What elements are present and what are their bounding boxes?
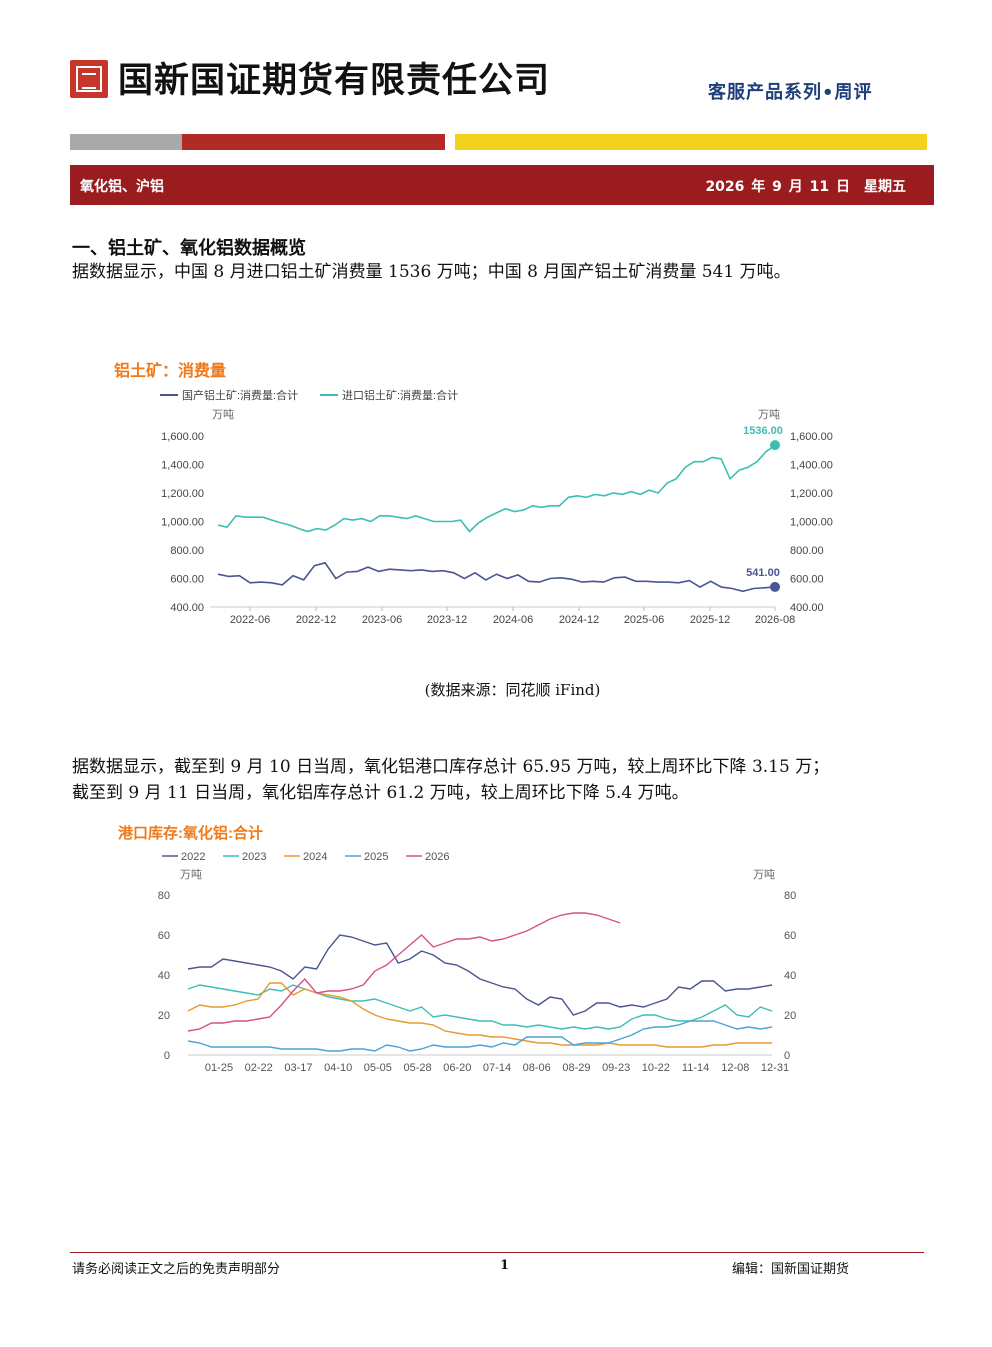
title-band: 氧化铝、沪铝 2026 年 9 月 11 日 星期五 <box>70 165 934 205</box>
chart1-end-label-1: 1536.00 <box>743 425 783 437</box>
chart2-ytick-right: 40 <box>784 970 796 982</box>
paragraph-alumina-line1: 据数据显示，截至到 9 月 10 日当周，氧化铝港口库存总计 65.95 万吨，… <box>72 757 830 777</box>
source-caption: (数据来源：同花顺 iFind) <box>424 681 601 699</box>
chart2-xtick: 07-14 <box>483 1062 511 1074</box>
chart2-series-line-2023 <box>187 984 773 1030</box>
chart1-end-marker-1 <box>770 440 780 451</box>
company-logo <box>70 60 108 98</box>
chart2-ytick-right: 60 <box>784 930 796 942</box>
alumina-port-inventory-chart: 港口库存:氧化铝:合计 2022 2023 2024 2025 2026 万吨 万吨 8… <box>118 824 796 1074</box>
chart2-ytick-left: 80 <box>158 890 170 902</box>
chart1-end-label-0: 541.00 <box>746 567 780 579</box>
page-number: 1 <box>500 1258 510 1273</box>
chart1-ytick-left: 800.00 <box>170 545 204 557</box>
chart1-unit-right: 万吨 <box>758 408 780 421</box>
chart2-ytick-right: 80 <box>784 890 796 902</box>
chart1-xtick: 2023-06 <box>362 614 402 626</box>
header-bar-gray <box>70 134 182 150</box>
chart2-xtick: 12-31 <box>761 1062 789 1074</box>
chart1-xtick: 2024-06 <box>493 614 533 626</box>
chart1-title: 铝土矿：消费量 <box>114 361 226 380</box>
chart2-xtick: 04-10 <box>324 1062 352 1074</box>
bauxite-consumption-chart: 铝土矿：消费量 国产铝土矿:消费量:合计 进口铝土矿:消费量:合计 万吨 万吨 … <box>114 361 833 626</box>
band-topic: 氧化铝、沪铝 <box>80 179 164 195</box>
chart2-ytick-left: 60 <box>158 930 170 942</box>
chart2-unit-left: 万吨 <box>180 868 202 881</box>
section-heading: 一、铝土矿、氧化铝数据概览 <box>72 238 306 259</box>
chart2-unit-right: 万吨 <box>753 868 775 881</box>
band-date: 2026 年 9 月 11 日 星期五 <box>705 179 906 195</box>
chart2-ytick-right: 20 <box>784 1010 796 1022</box>
chart1-ytick-left: 400.00 <box>170 602 204 614</box>
chart1-xtick: 2023-12 <box>427 614 467 626</box>
chart2-xtick: 02-22 <box>245 1062 273 1074</box>
chart2-legend-label: 2025 <box>364 851 388 863</box>
chart1-ytick-left: 1,400.00 <box>161 460 204 472</box>
chart1-unit-left: 万吨 <box>212 408 234 421</box>
footer-disclaimer: 请务必阅读正文之后的免责声明部分 <box>72 1262 281 1277</box>
chart2-xtick: 08-06 <box>523 1062 551 1074</box>
footer-rule <box>70 1252 924 1253</box>
chart2-xtick: 09-23 <box>602 1062 630 1074</box>
chart1-ytick-left: 600.00 <box>170 574 204 586</box>
chart2-ytick-right: 0 <box>784 1050 790 1062</box>
chart2-xtick: 10-22 <box>642 1062 670 1074</box>
paragraph-alumina-line2: 截至到 9 月 11 日当周，氧化铝库存总计 61.2 万吨，较上周环比下降 5… <box>72 783 689 803</box>
chart1-series-line-0 <box>217 561 776 593</box>
chart2-xtick: 11-14 <box>682 1062 709 1074</box>
chart2-xtick: 05-28 <box>404 1062 432 1074</box>
chart1-xtick: 2022-12 <box>296 614 336 626</box>
chart1-xtick: 2025-06 <box>624 614 664 626</box>
chart1-series-line-1 <box>217 444 776 533</box>
chart2-xtick: 03-17 <box>284 1062 312 1074</box>
chart2-legend-label: 2022 <box>181 851 205 863</box>
company-name: 国新国证期货有限责任公司 <box>118 61 551 101</box>
chart1-xtick: 2024-12 <box>559 614 599 626</box>
chart1-legend-domestic: 国产铝土矿:消费量:合计 <box>182 388 298 402</box>
chart2-legend-label: 2026 <box>425 851 449 863</box>
header-bar-red <box>182 134 445 150</box>
chart2-xtick: 08-29 <box>562 1062 590 1074</box>
chart1-ytick-left: 1,000.00 <box>161 517 204 529</box>
chart2-ytick-left: 20 <box>158 1010 170 1022</box>
chart2-series-line-2022 <box>187 934 773 1016</box>
chart1-xtick: 2026-08 <box>755 614 795 626</box>
chart1-ytick-right: 1,200.00 <box>790 488 833 500</box>
chart1-ytick-left: 1,200.00 <box>161 488 204 500</box>
chart1-legend-import: 进口铝土矿:消费量:合计 <box>342 388 458 402</box>
chart1-xtick: 2022-06 <box>230 614 270 626</box>
chart1-ytick-right: 1,600.00 <box>790 431 833 443</box>
chart2-legend-label: 2024 <box>303 851 327 863</box>
chart2-xtick: 01-25 <box>205 1062 233 1074</box>
chart2-legend-label: 2023 <box>242 851 266 863</box>
chart2-series-line-2026 <box>187 912 621 1032</box>
chart1-ytick-right: 1,400.00 <box>790 460 833 472</box>
header-bar-gold <box>455 134 927 150</box>
chart1-end-marker-0 <box>770 581 780 592</box>
chart1-xtick: 2025-12 <box>690 614 730 626</box>
paragraph-bauxite: 据数据显示，中国 8 月进口铝土矿消费量 1536 万吨；中国 8 月国产铝土矿… <box>72 262 791 282</box>
chart2-series-line-2025 <box>187 1020 773 1052</box>
chart1-ytick-right: 400.00 <box>790 602 824 614</box>
footer-editor: 编辑：国新国证期货 <box>732 1262 850 1277</box>
series-tag: 客服产品系列•周评 <box>708 82 873 103</box>
chart2-xtick: 06-20 <box>443 1062 471 1074</box>
chart1-ytick-right: 800.00 <box>790 545 824 557</box>
chart2-series-line-2024 <box>187 982 772 1048</box>
chart1-ytick-right: 1,000.00 <box>790 517 833 529</box>
chart2-xtick: 12-08 <box>721 1062 749 1074</box>
chart1-ytick-right: 600.00 <box>790 574 824 586</box>
chart2-title: 港口库存:氧化铝:合计 <box>118 824 263 842</box>
chart2-ytick-left: 40 <box>158 970 170 982</box>
chart2-xtick: 05-05 <box>364 1062 392 1074</box>
chart1-ytick-left: 1,600.00 <box>161 431 204 443</box>
chart2-ytick-left: 0 <box>164 1050 170 1062</box>
